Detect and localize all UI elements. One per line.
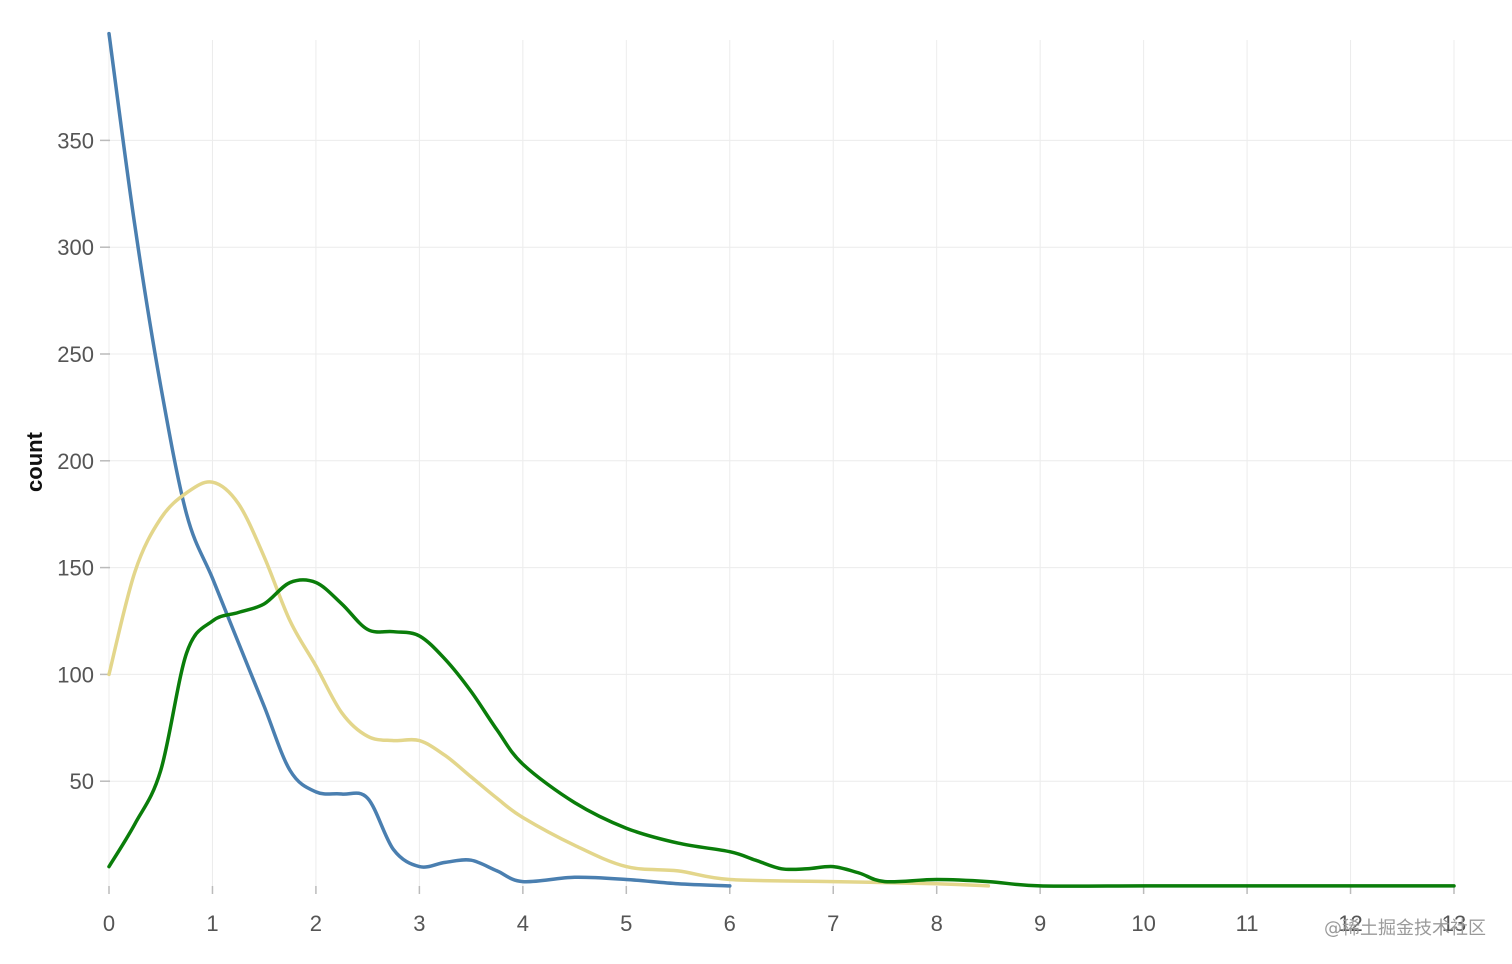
x-tick-label: 11	[1236, 911, 1259, 936]
x-tick-label: 3	[413, 911, 425, 936]
watermark: @稀土掘金技术社区	[1324, 918, 1486, 939]
x-tick-label: 1	[206, 911, 218, 936]
y-tick-label: 200	[57, 449, 94, 474]
grid	[108, 40, 1512, 888]
x-tick-label: 5	[620, 911, 632, 936]
x-tick-label: 13	[1442, 911, 1466, 936]
x-axis: 0 1 2 3 4 5 6 7 8 9 10 11 12 13	[103, 886, 1466, 936]
x-tick-label: 6	[724, 911, 736, 936]
y-axis-title: count	[22, 431, 47, 492]
x-tick-label: 10	[1131, 911, 1155, 936]
series-line-3	[107, 578, 1456, 888]
y-axis: 50 100 150 200 250 300 350	[57, 128, 110, 794]
series-lines	[107, 31, 1456, 888]
y-tick-label: 300	[57, 235, 94, 260]
series-line-2	[107, 480, 991, 888]
series-line-1	[107, 31, 732, 888]
x-tick-label: 2	[310, 911, 322, 936]
x-tick-label: 12	[1338, 911, 1362, 936]
y-tick-label: 350	[57, 128, 94, 153]
x-tick-label: 8	[931, 911, 943, 936]
x-tick-label: 7	[827, 911, 839, 936]
x-tick-label: 4	[517, 911, 529, 936]
y-tick-label: 250	[57, 342, 94, 367]
y-tick-label: 50	[70, 769, 94, 794]
x-tick-label: 0	[103, 911, 115, 936]
y-tick-label: 150	[57, 556, 94, 581]
x-tick-label: 9	[1034, 911, 1046, 936]
y-tick-label: 100	[57, 662, 94, 687]
